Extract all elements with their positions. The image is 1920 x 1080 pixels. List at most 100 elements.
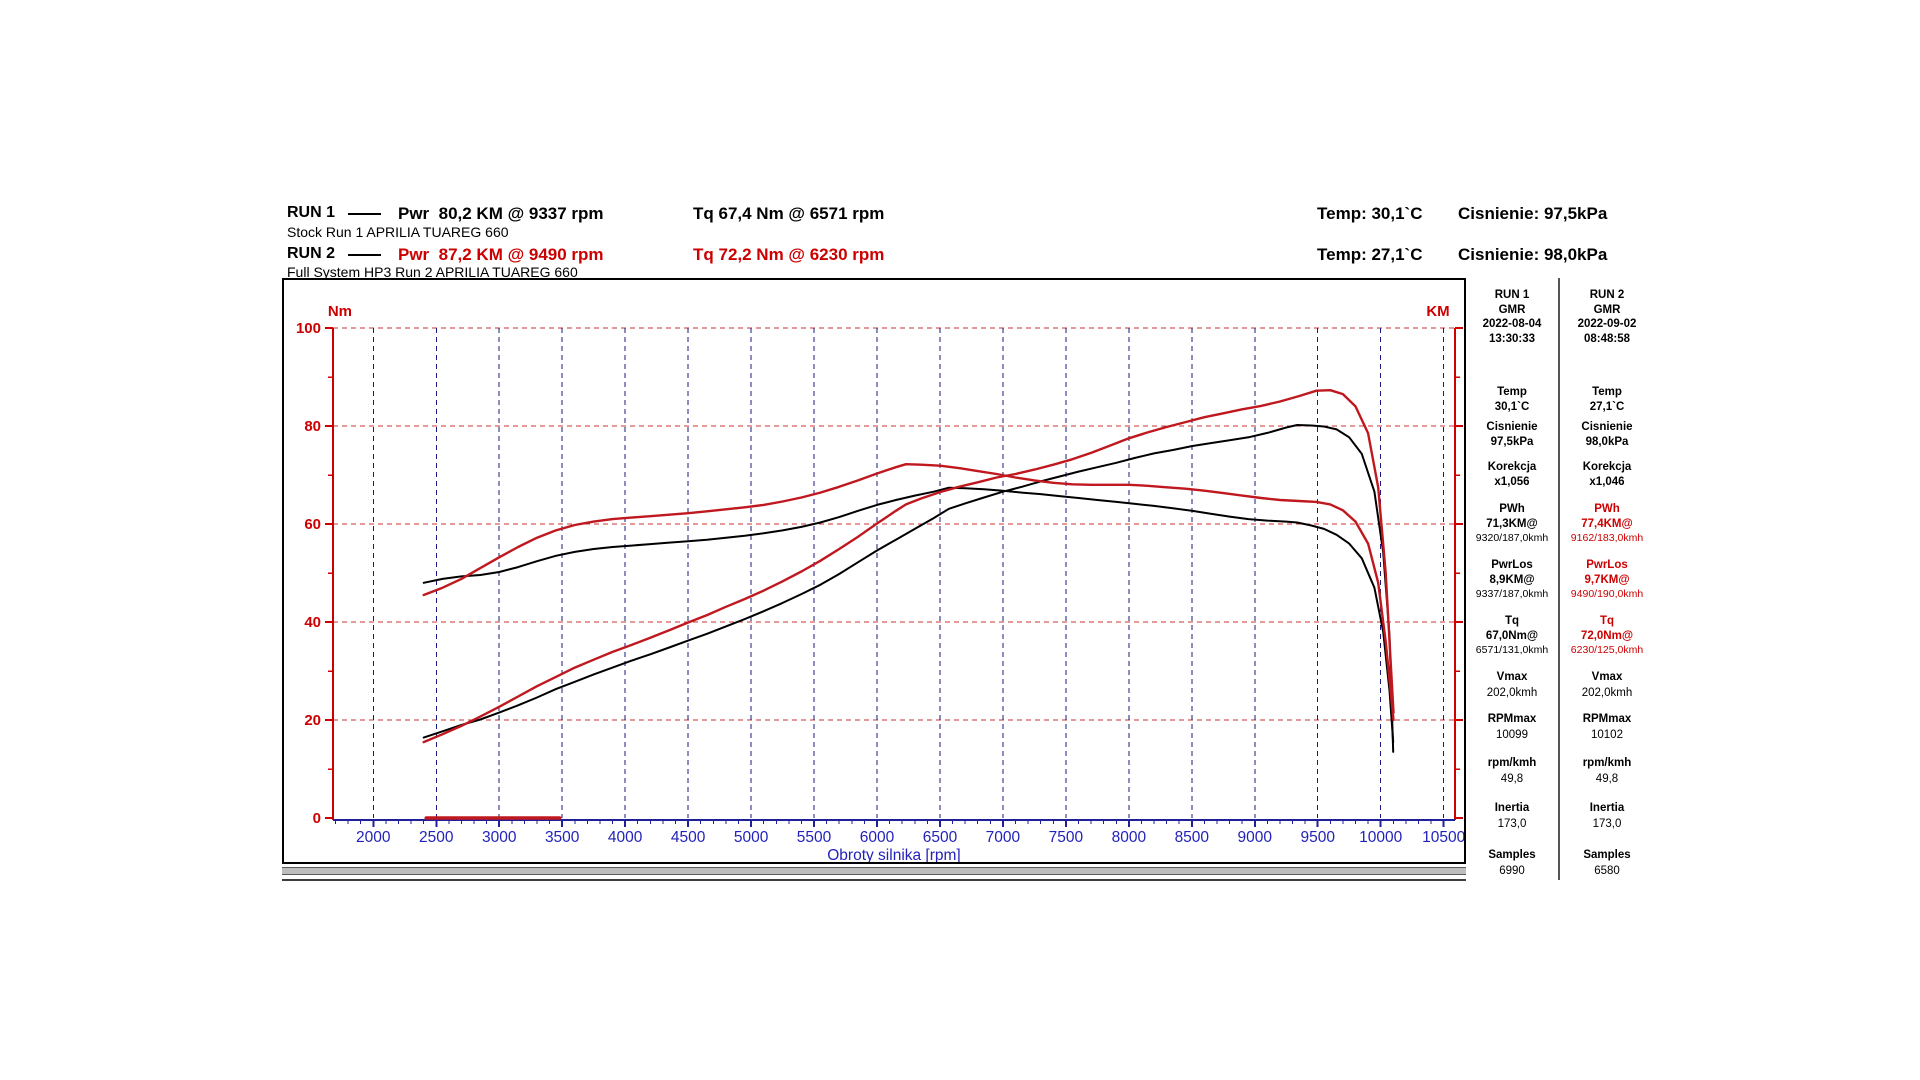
info-line: 6230/125,0kmh	[1570, 644, 1644, 656]
info-line: RPMmax	[1487, 713, 1537, 725]
info-line: 9337/187,0kmh	[1475, 588, 1549, 600]
info-line: Vmax	[1496, 671, 1528, 683]
info-line: 9490/190,0kmh	[1570, 588, 1644, 600]
run2-temperature: Temp: 27,1`C	[1317, 245, 1423, 264]
info-line: x1,056	[1494, 475, 1530, 488]
run2-info-section: RUN 2 GMR 2022-09-02 08:48:58	[1560, 288, 1654, 346]
info-line: 6990	[1499, 864, 1525, 877]
x-tick-label: 6500	[923, 829, 958, 846]
x-axis-title: Obroty silnika [rpm]	[827, 847, 961, 862]
bottom-separator-band	[282, 867, 1466, 875]
info-line: 08:48:58	[1583, 332, 1631, 345]
info-line: PwrLos	[1491, 559, 1533, 571]
left-axis-tick-label: 0	[313, 810, 321, 827]
dyno-chart: 002020404060608080100100NmKM200025003000…	[282, 278, 1492, 864]
x-tick-label: 8000	[1112, 829, 1147, 846]
x-tick-label: 4000	[608, 829, 643, 846]
info-line: RPMmax	[1582, 713, 1632, 725]
info-line: 173,0	[1592, 817, 1622, 830]
run2-info-section: Temp 27,1`C	[1560, 385, 1654, 414]
x-tick-label: 7500	[1049, 829, 1084, 846]
x-tick-label: 3500	[545, 829, 580, 846]
x-tick-label: 2000	[356, 829, 391, 846]
run2-info-section: PWh 77,4KM@ 9162/183,0kmh	[1560, 502, 1654, 546]
run-details-panel: RUN 1 GMR 2022-08-04 13:30:33 Temp 30,1`C Cisn…	[1466, 278, 1676, 882]
info-line: rpm/kmh	[1487, 757, 1537, 769]
dyno-plot-svg: 002020404060608080100100NmKM200025003000…	[296, 303, 1492, 864]
info-line: 97,5kPa	[1490, 435, 1534, 448]
info-line: 9,7KM@	[1584, 573, 1630, 586]
run2-details-column: RUN 2 GMR 2022-09-02 08:48:58 Temp 27,1`C Cisn…	[1560, 278, 1654, 882]
run2-info-section: Samples 6580	[1560, 848, 1654, 879]
x-tick-label: 8500	[1175, 829, 1210, 846]
run1-label: RUN 1	[287, 204, 336, 221]
run2-subtitle: Full System HP3 Run 2 APRILIA TUAREG 660	[287, 264, 578, 280]
info-line: Samples	[1583, 849, 1631, 861]
x-tick-label: 10500	[1422, 829, 1464, 846]
info-line: Inertia	[1494, 802, 1530, 814]
run1-details-column: RUN 1 GMR 2022-08-04 13:30:33 Temp 30,1`C Cisn…	[1468, 278, 1556, 882]
info-line: PWh	[1594, 503, 1620, 515]
info-line: Korekcja	[1582, 461, 1632, 473]
info-line: Cisnienie	[1486, 421, 1538, 433]
run2-info-section: Tq 72,0Nm@ 6230/125,0kmh	[1560, 614, 1654, 658]
info-line: 6580	[1594, 864, 1620, 877]
run2-label: RUN 2	[287, 245, 336, 262]
run1-torque-curve	[422, 486, 1395, 744]
x-tick-label: 9500	[1300, 829, 1335, 846]
info-line: GMR	[1593, 303, 1621, 316]
info-line: 13:30:33	[1488, 332, 1536, 345]
run2-info-section: Vmax 202,0kmh	[1560, 670, 1654, 701]
info-line: PwrLos	[1586, 559, 1628, 571]
info-line: Samples	[1488, 849, 1536, 861]
run1-subtitle: Stock Run 1 APRILIA TUAREG 660	[287, 224, 509, 240]
run1-peak-power: Pwr 80,2 KM @ 9337 rpm	[398, 204, 604, 223]
info-line: Inertia	[1589, 802, 1625, 814]
info-line: 2022-09-02	[1577, 318, 1637, 330]
info-line: rpm/kmh	[1582, 757, 1632, 769]
info-line: 202,0kmh	[1486, 686, 1538, 699]
info-line: PWh	[1499, 503, 1525, 515]
info-line: 8,9KM@	[1489, 573, 1535, 586]
left-axis-tick-label: 60	[304, 516, 321, 533]
info-line: x1,046	[1589, 475, 1625, 488]
info-line: 49,8	[1500, 772, 1524, 785]
info-line: 10099	[1496, 728, 1528, 741]
info-line: 9162/183,0kmh	[1570, 532, 1644, 544]
x-tick-label: 5000	[734, 829, 769, 846]
right-axis-unit-label: KM	[1426, 303, 1449, 320]
left-axis-tick-label: 100	[296, 320, 321, 337]
info-line: Tq	[1599, 615, 1615, 627]
run2-info-section: rpm/kmh 49,8	[1560, 756, 1654, 787]
info-line: 10102	[1591, 728, 1623, 741]
info-line: 30,1`C	[1494, 400, 1530, 413]
x-tick-label: 4500	[671, 829, 706, 846]
x-tick-label: 5500	[797, 829, 832, 846]
run1-info-section: Samples 6990	[1468, 848, 1556, 879]
info-line: 98,0kPa	[1585, 435, 1629, 448]
run2-info-section: Inertia 173,0	[1560, 801, 1654, 832]
run1-info-section: Korekcja x1,056	[1468, 460, 1556, 489]
run2-pressure: Cisnienie: 98,0kPa	[1458, 245, 1608, 264]
info-line: Korekcja	[1487, 461, 1537, 473]
x-tick-label: 6000	[860, 829, 895, 846]
info-line: 72,0Nm@	[1580, 629, 1634, 642]
run1-info-section: Cisnienie 97,5kPa	[1468, 420, 1556, 449]
run1-peak-torque: Tq 67,4 Nm @ 6571 rpm	[693, 204, 885, 223]
x-tick-label: 2500	[419, 829, 454, 846]
info-line: 9320/187,0kmh	[1475, 532, 1549, 544]
run1-info-section: Inertia 173,0	[1468, 801, 1556, 832]
run1-info-section: Vmax 202,0kmh	[1468, 670, 1556, 701]
info-line: Temp	[1592, 386, 1622, 398]
info-line: 77,4KM@	[1581, 517, 1633, 530]
info-line: RUN 2	[1589, 289, 1625, 301]
legend-row-run1: RUN 1 Pwr 80,2 KM @ 9337 rpm Tq 67,4 Nm …	[0, 204, 1920, 224]
info-line: 27,1`C	[1589, 400, 1625, 413]
left-axis-tick-label: 40	[304, 614, 321, 631]
run2-power-curve	[422, 388, 1395, 744]
run1-temperature: Temp: 30,1`C	[1317, 204, 1423, 223]
x-tick-label: 7000	[986, 829, 1021, 846]
left-axis-tick-label: 20	[304, 712, 321, 729]
run1-pressure: Cisnienie: 97,5kPa	[1458, 204, 1608, 223]
info-line: Temp	[1497, 386, 1527, 398]
